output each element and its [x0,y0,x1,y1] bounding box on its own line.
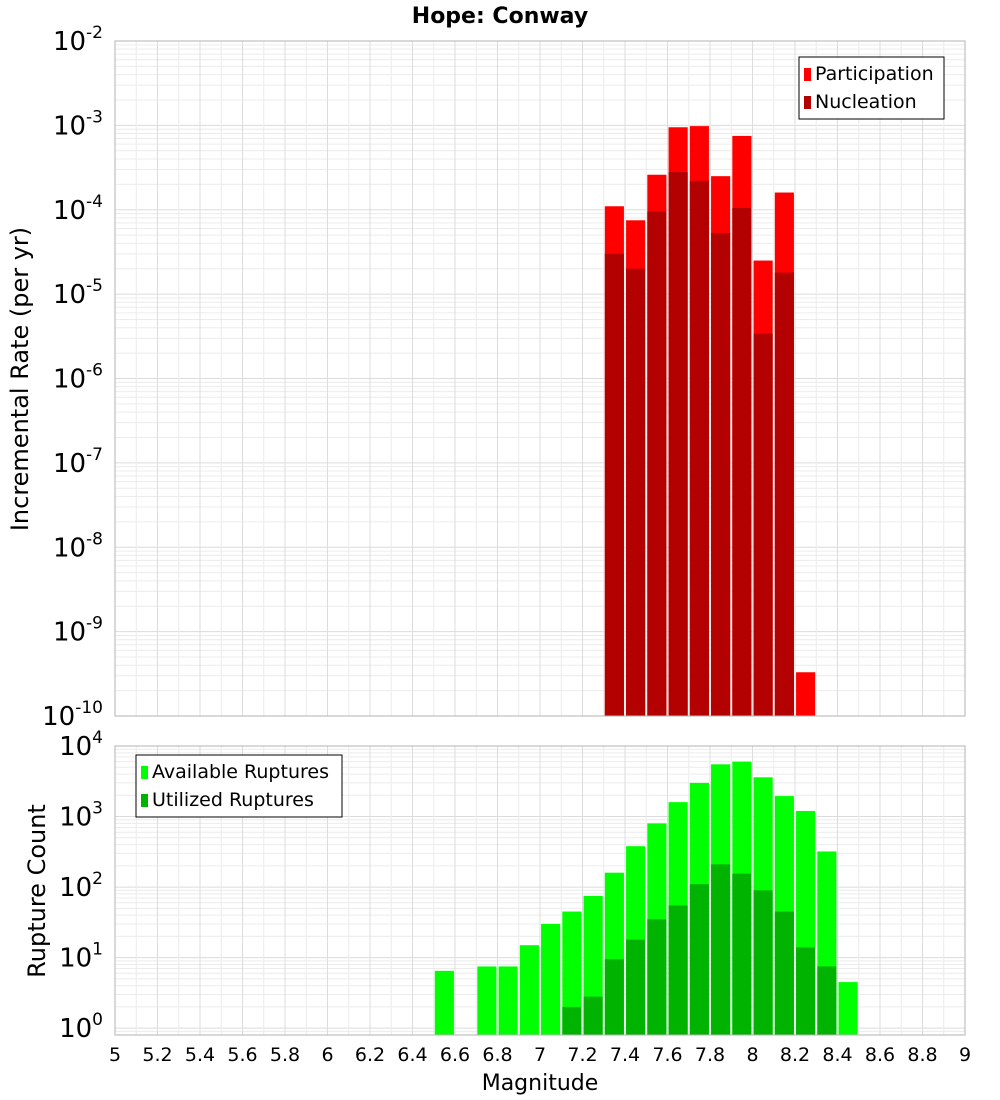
bottom-bar-utilized-ruptures-6 [583,996,603,1035]
bottom-legend-label: Utilized Ruptures [152,789,314,811]
top-legend-box [798,56,945,120]
x-tick-label: 8.2 [780,1044,810,1066]
bottom-y-axis-label: Rupture Count [23,804,51,978]
bottom-y-tick-label: 100 [59,1010,103,1044]
top-series-1 [604,172,794,716]
top-legend-swatch [804,96,811,109]
x-tick-label: 5 [109,1044,121,1066]
bottom-bar-available-ruptures-1 [477,966,497,1035]
bottom-bar-available-ruptures-18 [838,982,858,1035]
bottom-bar-utilized-ruptures-13 [732,873,752,1035]
top-y-tick-label: 10-4 [53,192,103,226]
x-tick-label: 7.6 [652,1044,682,1066]
x-tick-label: 8.4 [822,1044,852,1066]
chart-title: Hope: Conway [412,4,588,29]
bottom-bar-utilized-ruptures-12 [711,864,731,1035]
x-tick-label: 6.2 [355,1044,385,1066]
bottom-bar-utilized-ruptures-5 [562,1006,582,1035]
top-legend-swatch [804,68,811,81]
bottom-bar-available-ruptures-0 [434,970,454,1035]
bottom-bar-utilized-ruptures-14 [753,890,773,1035]
top-y-tick-label: 10-2 [53,23,103,57]
top-grid [114,40,966,717]
bottom-bar-utilized-ruptures-17 [817,966,837,1035]
bottom-bar-utilized-ruptures-8 [626,939,646,1035]
top-plot-frame [114,40,966,717]
top-legend-label: Nucleation [815,91,917,113]
top-bar-nucleation-5 [711,233,731,716]
x-tick-label: 8.8 [907,1044,937,1066]
top-bar-nucleation-4 [689,180,709,716]
bottom-y-tick-label: 103 [59,799,103,833]
top-bar-nucleation-1 [626,268,646,716]
bottom-bar-utilized-ruptures-10 [668,905,688,1035]
bottom-bar-available-ruptures-3 [519,945,539,1035]
top-y-tick-label: 10-5 [53,276,103,310]
bottom-bar-utilized-ruptures-16 [796,947,816,1035]
x-tick-label: 6 [321,1044,333,1066]
top-legend-label: Participation [815,63,934,85]
bottom-y-ticks: 100 101 102 103 104 [59,728,103,1044]
bottom-bar-utilized-ruptures-15 [774,911,794,1035]
top-y-tick-label: 10-6 [53,361,103,395]
bottom-bar-available-ruptures-5 [562,911,582,1035]
top-bar-nucleation-0 [604,253,624,716]
x-tick-label: 5.4 [185,1044,215,1066]
x-tick-label: 7.4 [610,1044,640,1066]
x-tick-label: 5.8 [270,1044,300,1066]
top-y-tick-label: 10-10 [42,698,103,732]
x-tick-label: 6.4 [397,1044,427,1066]
x-axis-label: Magnitude [482,1071,599,1096]
x-tick-label: 6.8 [482,1044,512,1066]
top-y-tick-label: 10-3 [53,107,103,141]
bottom-y-tick-label: 102 [59,869,103,903]
top-y-axis-label: Incremental Rate (per yr) [6,227,34,531]
top-y-ticks: 10-10 10-9 10-8 10-7 10-6 10-5 10-4 10-3 10-2 [42,23,103,732]
bottom-legend-swatch [141,794,148,807]
x-ticks: 5 5.2 5.4 5.6 5.8 6 6.2 6.4 6.6 6.8 7 7.2 7.4 7.6 7.8 8… [109,1044,971,1066]
top-y-tick-label: 10-9 [53,614,103,648]
bottom-y-tick-label: 104 [59,728,103,762]
bottom-bar-utilized-ruptures-7 [604,959,624,1035]
bottom-bar-utilized-ruptures-11 [689,884,709,1035]
bottom-bar-available-ruptures-4 [541,923,561,1035]
bottom-y-tick-label: 101 [59,940,103,974]
x-tick-label: 9 [959,1044,971,1066]
bottom-bar-available-ruptures-2 [498,966,518,1035]
top-y-tick-label: 10-7 [53,445,103,479]
x-tick-label: 5.6 [227,1044,257,1066]
x-tick-label: 5.2 [142,1044,172,1066]
x-tick-label: 7 [534,1044,546,1066]
top-y-tick-label: 10-8 [53,529,103,563]
top-bar-participation-9 [796,672,816,716]
x-tick-label: 6.6 [440,1044,470,1066]
bottom-plot-area: 100 101 102 103 104 Available Ruptures Utilize… [59,728,971,1066]
x-tick-label: 8 [746,1044,758,1066]
x-tick-label: 7.8 [695,1044,725,1066]
top-bar-nucleation-2 [647,211,667,716]
top-legend: Participation Nucleation [798,56,945,120]
top-plot-area: 10-10 10-9 10-8 10-7 10-6 10-5 10-4 10-3 10-2 Par… [42,23,966,732]
bottom-series-1 [562,864,837,1035]
bottom-legend-label: Available Ruptures [152,761,329,783]
top-bar-nucleation-6 [732,207,752,716]
bottom-legend-box [135,754,343,818]
x-tick-label: 8.6 [865,1044,895,1066]
bottom-legend: Available Ruptures Utilized Ruptures [135,754,343,818]
bottom-bar-utilized-ruptures-9 [647,919,667,1035]
bottom-legend-swatch [141,766,148,779]
x-tick-label: 7.2 [567,1044,597,1066]
bottom-plot-frame [114,745,966,1036]
top-bar-nucleation-3 [668,172,688,716]
top-bar-nucleation-7 [753,333,773,716]
top-bar-nucleation-8 [774,272,794,716]
